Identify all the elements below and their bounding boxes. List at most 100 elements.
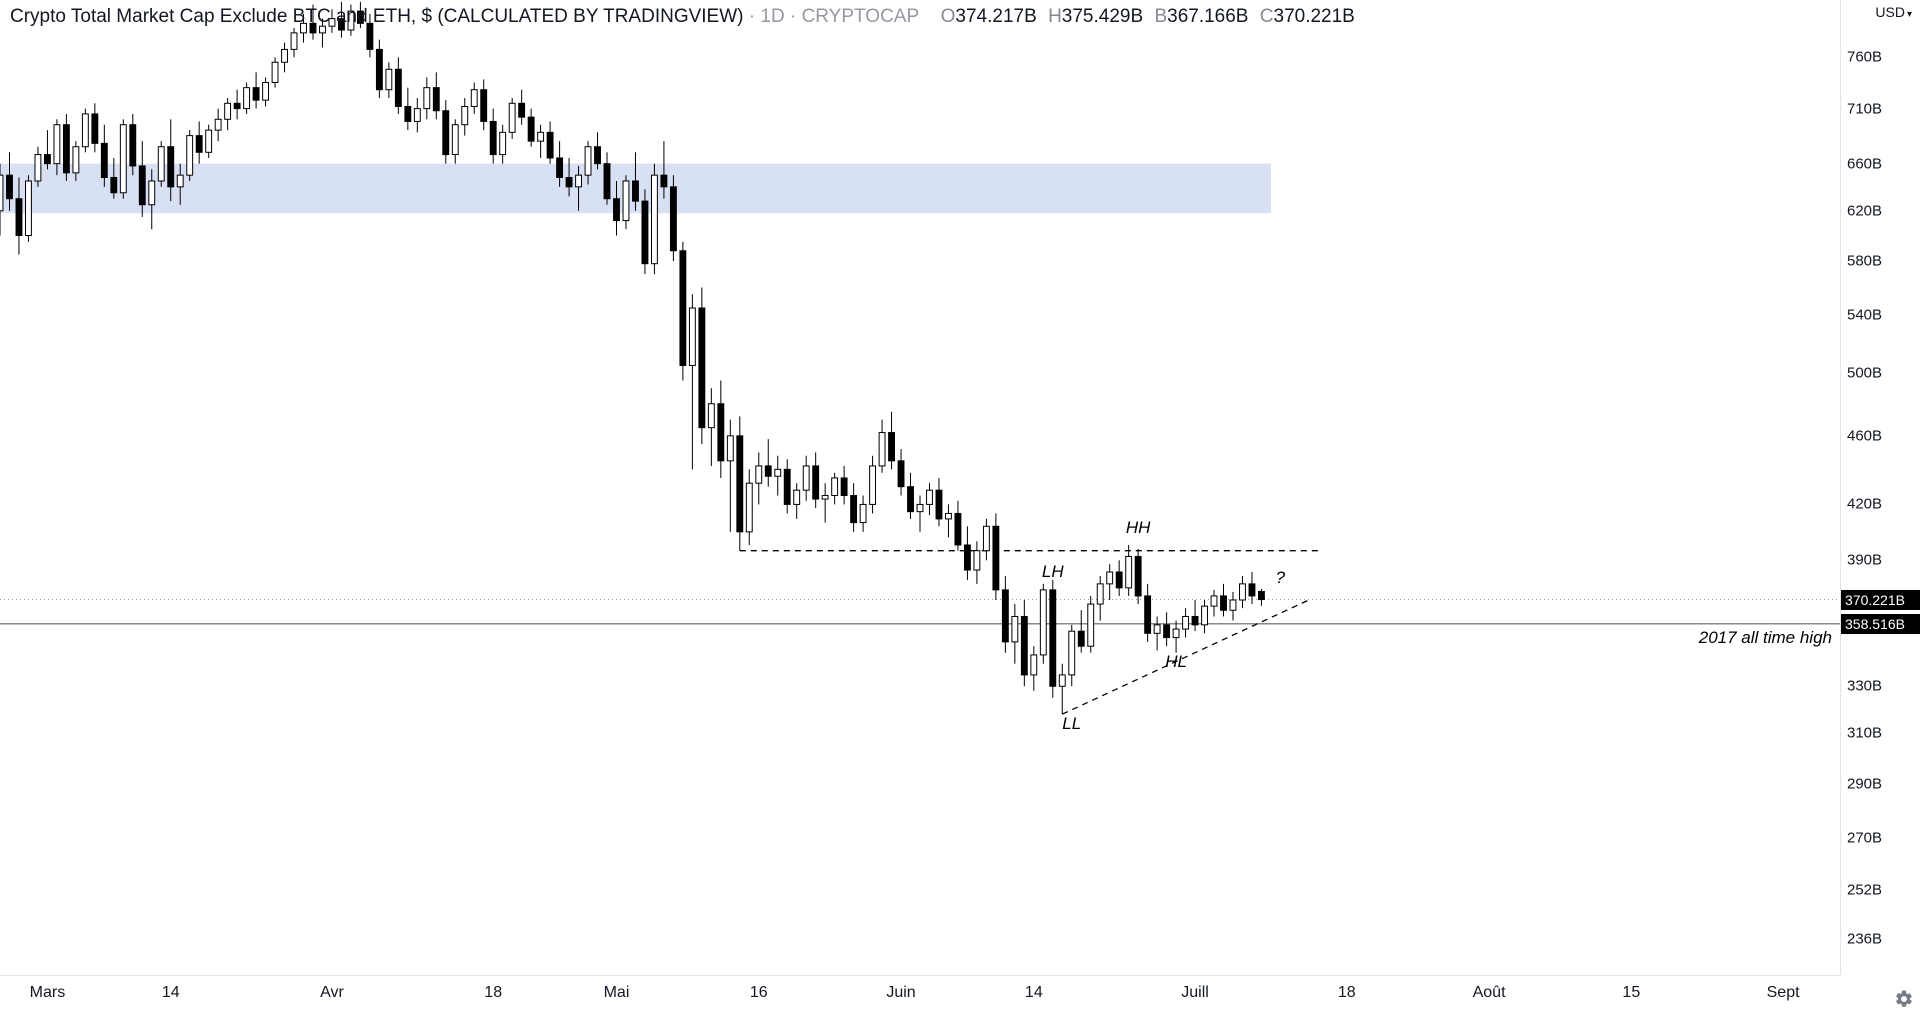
candle-body[interactable]: [0, 175, 3, 211]
candle-body[interactable]: [993, 526, 999, 590]
candle-body[interactable]: [196, 136, 202, 153]
candle-body[interactable]: [424, 88, 430, 109]
candle-body[interactable]: [452, 125, 458, 155]
candle-body[interactable]: [120, 125, 126, 193]
candle-body[interactable]: [187, 136, 193, 176]
candle-body[interactable]: [462, 106, 468, 124]
candle-body[interactable]: [699, 308, 705, 428]
candle-body[interactable]: [813, 466, 819, 499]
candle-body[interactable]: [528, 117, 534, 141]
candle-body[interactable]: [490, 121, 496, 154]
interval-label[interactable]: 1D: [760, 6, 784, 27]
candle-body[interactable]: [1230, 600, 1236, 610]
candle-body[interactable]: [1154, 625, 1160, 633]
price-axis[interactable]: 760B710B660B620B580B540B500B460B420B390B…: [1840, 0, 1920, 975]
annotation-LH[interactable]: LH: [1042, 562, 1064, 582]
candle-body[interactable]: [1259, 591, 1265, 599]
candle-body[interactable]: [101, 143, 107, 177]
candle-body[interactable]: [263, 83, 269, 101]
candle-body[interactable]: [73, 147, 79, 173]
candle-body[interactable]: [82, 114, 88, 147]
annotation-question[interactable]: ?: [1276, 568, 1285, 588]
candle-body[interactable]: [1221, 596, 1227, 610]
candle-body[interactable]: [898, 461, 904, 487]
candle-body[interactable]: [633, 181, 639, 201]
candle-body[interactable]: [623, 181, 629, 221]
candle-body[interactable]: [158, 147, 164, 181]
candle-body[interactable]: [206, 130, 212, 152]
candle-body[interactable]: [471, 90, 477, 107]
candle-body[interactable]: [1069, 631, 1075, 675]
candle-body[interactable]: [727, 436, 733, 461]
candle-body[interactable]: [26, 181, 32, 236]
candle-body[interactable]: [1145, 596, 1151, 633]
annotation-HH[interactable]: HH: [1126, 518, 1151, 538]
candle-body[interactable]: [405, 106, 411, 121]
candle-body[interactable]: [35, 155, 41, 181]
candle-body[interactable]: [44, 155, 50, 164]
annotation-LL[interactable]: LL: [1062, 714, 1081, 734]
candle-body[interactable]: [1040, 590, 1046, 655]
symbol-title[interactable]: Crypto Total Market Cap Exclude BTC and …: [10, 6, 744, 27]
candle-body[interactable]: [936, 490, 942, 519]
candle-body[interactable]: [718, 404, 724, 461]
candle-body[interactable]: [879, 433, 885, 466]
candle-body[interactable]: [386, 69, 392, 89]
candle-body[interactable]: [538, 132, 544, 141]
candle-body[interactable]: [794, 490, 800, 504]
candle-body[interactable]: [519, 103, 525, 117]
candle-body[interactable]: [7, 175, 13, 199]
candle-body[interactable]: [1135, 556, 1141, 595]
candle-body[interactable]: [1192, 616, 1198, 624]
candle-body[interactable]: [500, 132, 506, 154]
candle-body[interactable]: [737, 436, 743, 532]
candle-body[interactable]: [1021, 616, 1027, 674]
currency-dropdown[interactable]: USD▾: [1875, 4, 1912, 20]
candle-body[interactable]: [670, 187, 676, 251]
candle-body[interactable]: [16, 199, 22, 236]
candle-body[interactable]: [870, 466, 876, 504]
candle-body[interactable]: [651, 175, 657, 264]
candle-body[interactable]: [746, 483, 752, 532]
candle-body[interactable]: [557, 158, 563, 178]
candle-body[interactable]: [917, 504, 923, 511]
candle-body[interactable]: [983, 526, 989, 550]
candle-body[interactable]: [775, 469, 781, 476]
candle-body[interactable]: [1249, 584, 1255, 596]
candle-body[interactable]: [1107, 572, 1113, 584]
candle-body[interactable]: [708, 404, 714, 428]
candle-body[interactable]: [765, 466, 771, 476]
candle-body[interactable]: [177, 175, 183, 187]
candle-body[interactable]: [139, 166, 145, 205]
candle-body[interactable]: [215, 119, 221, 130]
candle-body[interactable]: [642, 201, 648, 264]
candle-body[interactable]: [111, 177, 117, 192]
candle-body[interactable]: [509, 103, 515, 132]
candle-body[interactable]: [253, 88, 259, 100]
candle-body[interactable]: [414, 109, 420, 122]
candle-body[interactable]: [244, 88, 250, 109]
candle-body[interactable]: [841, 478, 847, 496]
candle-body[interactable]: [585, 147, 591, 175]
candle-body[interactable]: [1116, 572, 1122, 588]
candle-body[interactable]: [130, 125, 136, 166]
candle-body[interactable]: [92, 114, 98, 143]
candle-body[interactable]: [1031, 655, 1037, 675]
candle-body[interactable]: [851, 496, 857, 523]
candle-body[interactable]: [1012, 616, 1018, 641]
candle-body[interactable]: [282, 49, 288, 62]
candle-body[interactable]: [689, 308, 695, 365]
candle-body[interactable]: [680, 251, 686, 366]
candle-body[interactable]: [889, 433, 895, 461]
candle-body[interactable]: [927, 490, 933, 504]
candle-body[interactable]: [1183, 616, 1189, 629]
annotation-HL[interactable]: HL: [1165, 652, 1187, 672]
candle-body[interactable]: [756, 466, 762, 483]
candle-body[interactable]: [832, 478, 838, 496]
candle-body[interactable]: [566, 177, 572, 186]
candle-body[interactable]: [860, 504, 866, 522]
candle-body[interactable]: [234, 103, 240, 108]
candle-body[interactable]: [1059, 675, 1065, 686]
candle-body[interactable]: [1211, 596, 1217, 606]
candle-body[interactable]: [149, 181, 155, 205]
